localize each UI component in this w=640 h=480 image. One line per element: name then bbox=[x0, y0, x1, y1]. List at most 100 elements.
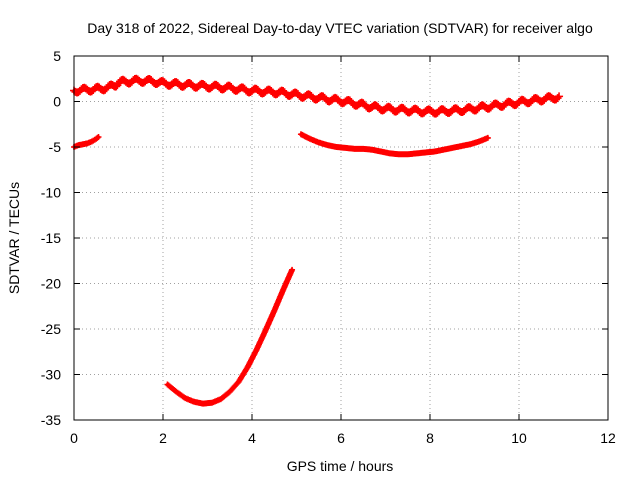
data-point bbox=[299, 132, 303, 136]
x-tick-label: 4 bbox=[248, 430, 256, 446]
data-point bbox=[245, 365, 250, 369]
data-point bbox=[112, 84, 116, 88]
data-point bbox=[272, 309, 276, 313]
data-point bbox=[201, 84, 205, 88]
data-point bbox=[477, 139, 481, 144]
data-point bbox=[468, 142, 472, 146]
y-tick-label: 5 bbox=[53, 48, 61, 64]
data-point bbox=[437, 109, 441, 114]
data-point bbox=[94, 137, 98, 141]
data-point bbox=[263, 89, 267, 94]
data-point bbox=[214, 85, 218, 89]
data-point bbox=[557, 95, 561, 99]
data-point bbox=[228, 390, 232, 394]
data-point bbox=[161, 81, 165, 85]
data-point bbox=[188, 83, 192, 87]
data-point bbox=[241, 88, 245, 92]
data-point bbox=[277, 90, 281, 94]
x-tick-label: 6 bbox=[337, 430, 345, 446]
data-point bbox=[352, 147, 356, 151]
data-point bbox=[357, 102, 361, 106]
data-point bbox=[90, 139, 94, 144]
data-point bbox=[343, 99, 348, 104]
x-tick-label: 8 bbox=[426, 430, 434, 446]
data-point bbox=[139, 78, 143, 83]
data-point bbox=[517, 100, 521, 105]
y-tick-label: -30 bbox=[41, 367, 61, 383]
series-track-dip bbox=[164, 266, 296, 407]
y-tick-label: -25 bbox=[41, 321, 61, 337]
data-point bbox=[397, 152, 401, 156]
data-point bbox=[96, 135, 101, 139]
data-point bbox=[504, 102, 508, 106]
data-point bbox=[379, 149, 383, 154]
data-point bbox=[99, 87, 103, 91]
data-point bbox=[383, 107, 388, 111]
data-point bbox=[174, 390, 178, 394]
data-point bbox=[397, 108, 401, 112]
data-point bbox=[290, 268, 294, 272]
y-axis-label: SDTVAR / TECUs bbox=[6, 182, 22, 294]
data-point bbox=[183, 396, 187, 400]
data-point bbox=[370, 105, 374, 109]
data-point bbox=[326, 143, 330, 147]
data-point bbox=[81, 142, 85, 146]
data-point bbox=[303, 94, 307, 98]
data-point bbox=[317, 140, 321, 145]
data-point bbox=[116, 80, 121, 84]
data-point bbox=[281, 288, 285, 292]
x-axis-label: GPS time / hours bbox=[287, 458, 394, 474]
data-point bbox=[450, 109, 454, 113]
data-point bbox=[250, 88, 254, 93]
data-point bbox=[544, 97, 548, 101]
data-point bbox=[486, 136, 490, 140]
data-point bbox=[343, 146, 348, 150]
data-point bbox=[290, 92, 294, 96]
data-point bbox=[415, 151, 419, 155]
data-point bbox=[192, 400, 196, 404]
data-point bbox=[370, 148, 374, 152]
x-tick-label: 0 bbox=[70, 430, 78, 446]
data-point bbox=[423, 109, 428, 114]
data-point bbox=[76, 143, 81, 147]
data-point bbox=[174, 82, 178, 86]
y-tick-label: -20 bbox=[41, 276, 61, 292]
data-point bbox=[317, 96, 321, 100]
y-tick-label: -35 bbox=[41, 412, 61, 428]
data-point bbox=[125, 79, 129, 84]
data-point bbox=[330, 98, 334, 102]
data-point bbox=[254, 348, 259, 352]
data-point bbox=[308, 137, 312, 141]
chart-title: Day 318 of 2022, Sidereal Day-to-day VTE… bbox=[87, 20, 593, 36]
data-point bbox=[490, 104, 494, 108]
y-tick-label: 0 bbox=[53, 94, 61, 110]
x-tick-label: 10 bbox=[511, 430, 527, 446]
data-point bbox=[210, 401, 214, 405]
data-point bbox=[477, 106, 481, 110]
data-point bbox=[450, 146, 454, 150]
tick-layer: 0 2 4 6 8 10 12 5 0 -5 -10 -15 -20 -25 -30 -35 bbox=[41, 48, 616, 446]
data-point bbox=[165, 382, 170, 387]
data-point bbox=[361, 147, 365, 151]
data-point bbox=[530, 98, 534, 103]
data-point bbox=[85, 141, 89, 145]
data-point bbox=[441, 148, 445, 152]
data-point bbox=[263, 329, 267, 333]
data-point bbox=[219, 397, 223, 401]
x-tick-label: 12 bbox=[600, 430, 616, 446]
data-point bbox=[406, 152, 410, 156]
data-point bbox=[423, 150, 428, 155]
data-point bbox=[432, 149, 437, 154]
series-track-mid bbox=[297, 131, 491, 158]
data-point bbox=[237, 380, 241, 384]
data-point bbox=[85, 88, 89, 92]
x-tick-label: 2 bbox=[159, 430, 167, 446]
y-tick-label: -10 bbox=[41, 185, 61, 201]
y-tick-label: -5 bbox=[49, 139, 62, 155]
data-point bbox=[334, 145, 339, 149]
data-point bbox=[201, 402, 205, 406]
data-point bbox=[228, 86, 232, 90]
data-point bbox=[410, 109, 414, 113]
